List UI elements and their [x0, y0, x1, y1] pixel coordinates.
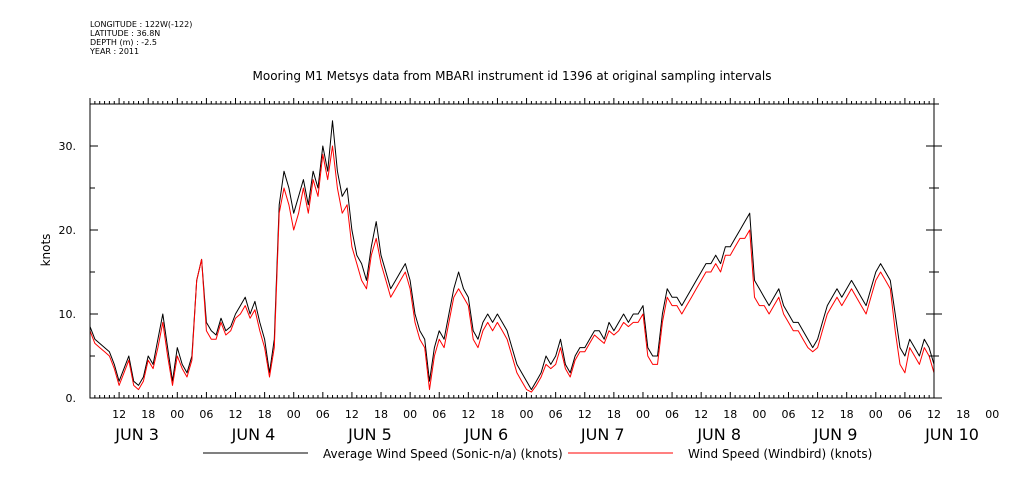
x-hour-label: 18	[258, 408, 272, 421]
x-day-label: JUN 7	[580, 425, 625, 444]
x-hour-label: 00	[520, 408, 534, 421]
x-hour-label: 00	[752, 408, 766, 421]
latitude-label: LATITUDE : 36.8N	[90, 29, 161, 38]
x-day-label: JUN 6	[464, 425, 509, 444]
x-hour-label: 18	[840, 408, 854, 421]
x-day-label: JUN 5	[347, 425, 392, 444]
y-tick-label: 10.	[59, 308, 77, 321]
chart-title: Mooring M1 Metsys data from MBARI instru…	[253, 69, 772, 83]
x-hour-label: 06	[432, 408, 446, 421]
x-hour-label: 12	[927, 408, 941, 421]
x-day-label: JUN 3	[114, 425, 159, 444]
x-hour-label: 06	[199, 408, 213, 421]
x-hour-label: 18	[723, 408, 737, 421]
x-hour-label: 12	[345, 408, 359, 421]
depth-label: DEPTH (m) : -2.5	[90, 38, 157, 47]
x-hour-label: 18	[374, 408, 388, 421]
series-line-0	[89, 120, 935, 391]
x-hour-label: 12	[811, 408, 825, 421]
metadata-block: LONGITUDE : 122W(-122) LATITUDE : 36.8N …	[90, 20, 192, 56]
x-hour-label: 00	[287, 408, 301, 421]
year-label: YEAR : 2011	[90, 47, 140, 56]
legend-label-sonic: Average Wind Speed (Sonic-n/a) (knots)	[323, 447, 563, 461]
x-hour-label: 06	[898, 408, 912, 421]
legend: Average Wind Speed (Sonic-n/a) (knots) W…	[203, 447, 872, 461]
x-hour-label: 12	[112, 408, 126, 421]
x-hour-label: 18	[490, 408, 504, 421]
y-tick-label: 30.	[59, 140, 77, 153]
x-hour-label: 06	[549, 408, 563, 421]
series-line-1	[89, 145, 935, 393]
x-hour-label: 18	[607, 408, 621, 421]
x-hour-label: 00	[869, 408, 883, 421]
x-hour-label: 06	[781, 408, 795, 421]
y-axis-label: knots	[39, 234, 53, 267]
x-hour-label: 18	[956, 408, 970, 421]
x-hour-label: 00	[403, 408, 417, 421]
x-hour-label: 06	[665, 408, 679, 421]
x-day-label: JUN 4	[231, 425, 276, 444]
y-tick-label: 20.	[59, 224, 77, 237]
x-hour-label: 12	[229, 408, 243, 421]
x-hour-label: 00	[985, 408, 999, 421]
plot-area: 12 18 00 06 12 18 00 06 12 18 00 06 12 18 00 06 12 18 00 06…	[59, 98, 999, 444]
x-hour-label: 06	[316, 408, 330, 421]
x-hour-label: 12	[461, 408, 475, 421]
x-hour-label: 00	[636, 408, 650, 421]
x-hour-label: 12	[578, 408, 592, 421]
legend-label-windbird: Wind Speed (Windbird) (knots)	[688, 447, 872, 461]
x-hour-label: 18	[141, 408, 155, 421]
x-day-label: JUN 9	[813, 425, 858, 444]
x-day-label: JUN 8	[696, 425, 741, 444]
x-hour-label: 00	[170, 408, 184, 421]
x-hour-label: 12	[694, 408, 708, 421]
y-tick-label: 0.	[66, 392, 77, 405]
x-day-label: JUN 10	[924, 425, 979, 444]
plot-frame	[89, 103, 935, 399]
longitude-label: LONGITUDE : 122W(-122)	[90, 20, 193, 29]
